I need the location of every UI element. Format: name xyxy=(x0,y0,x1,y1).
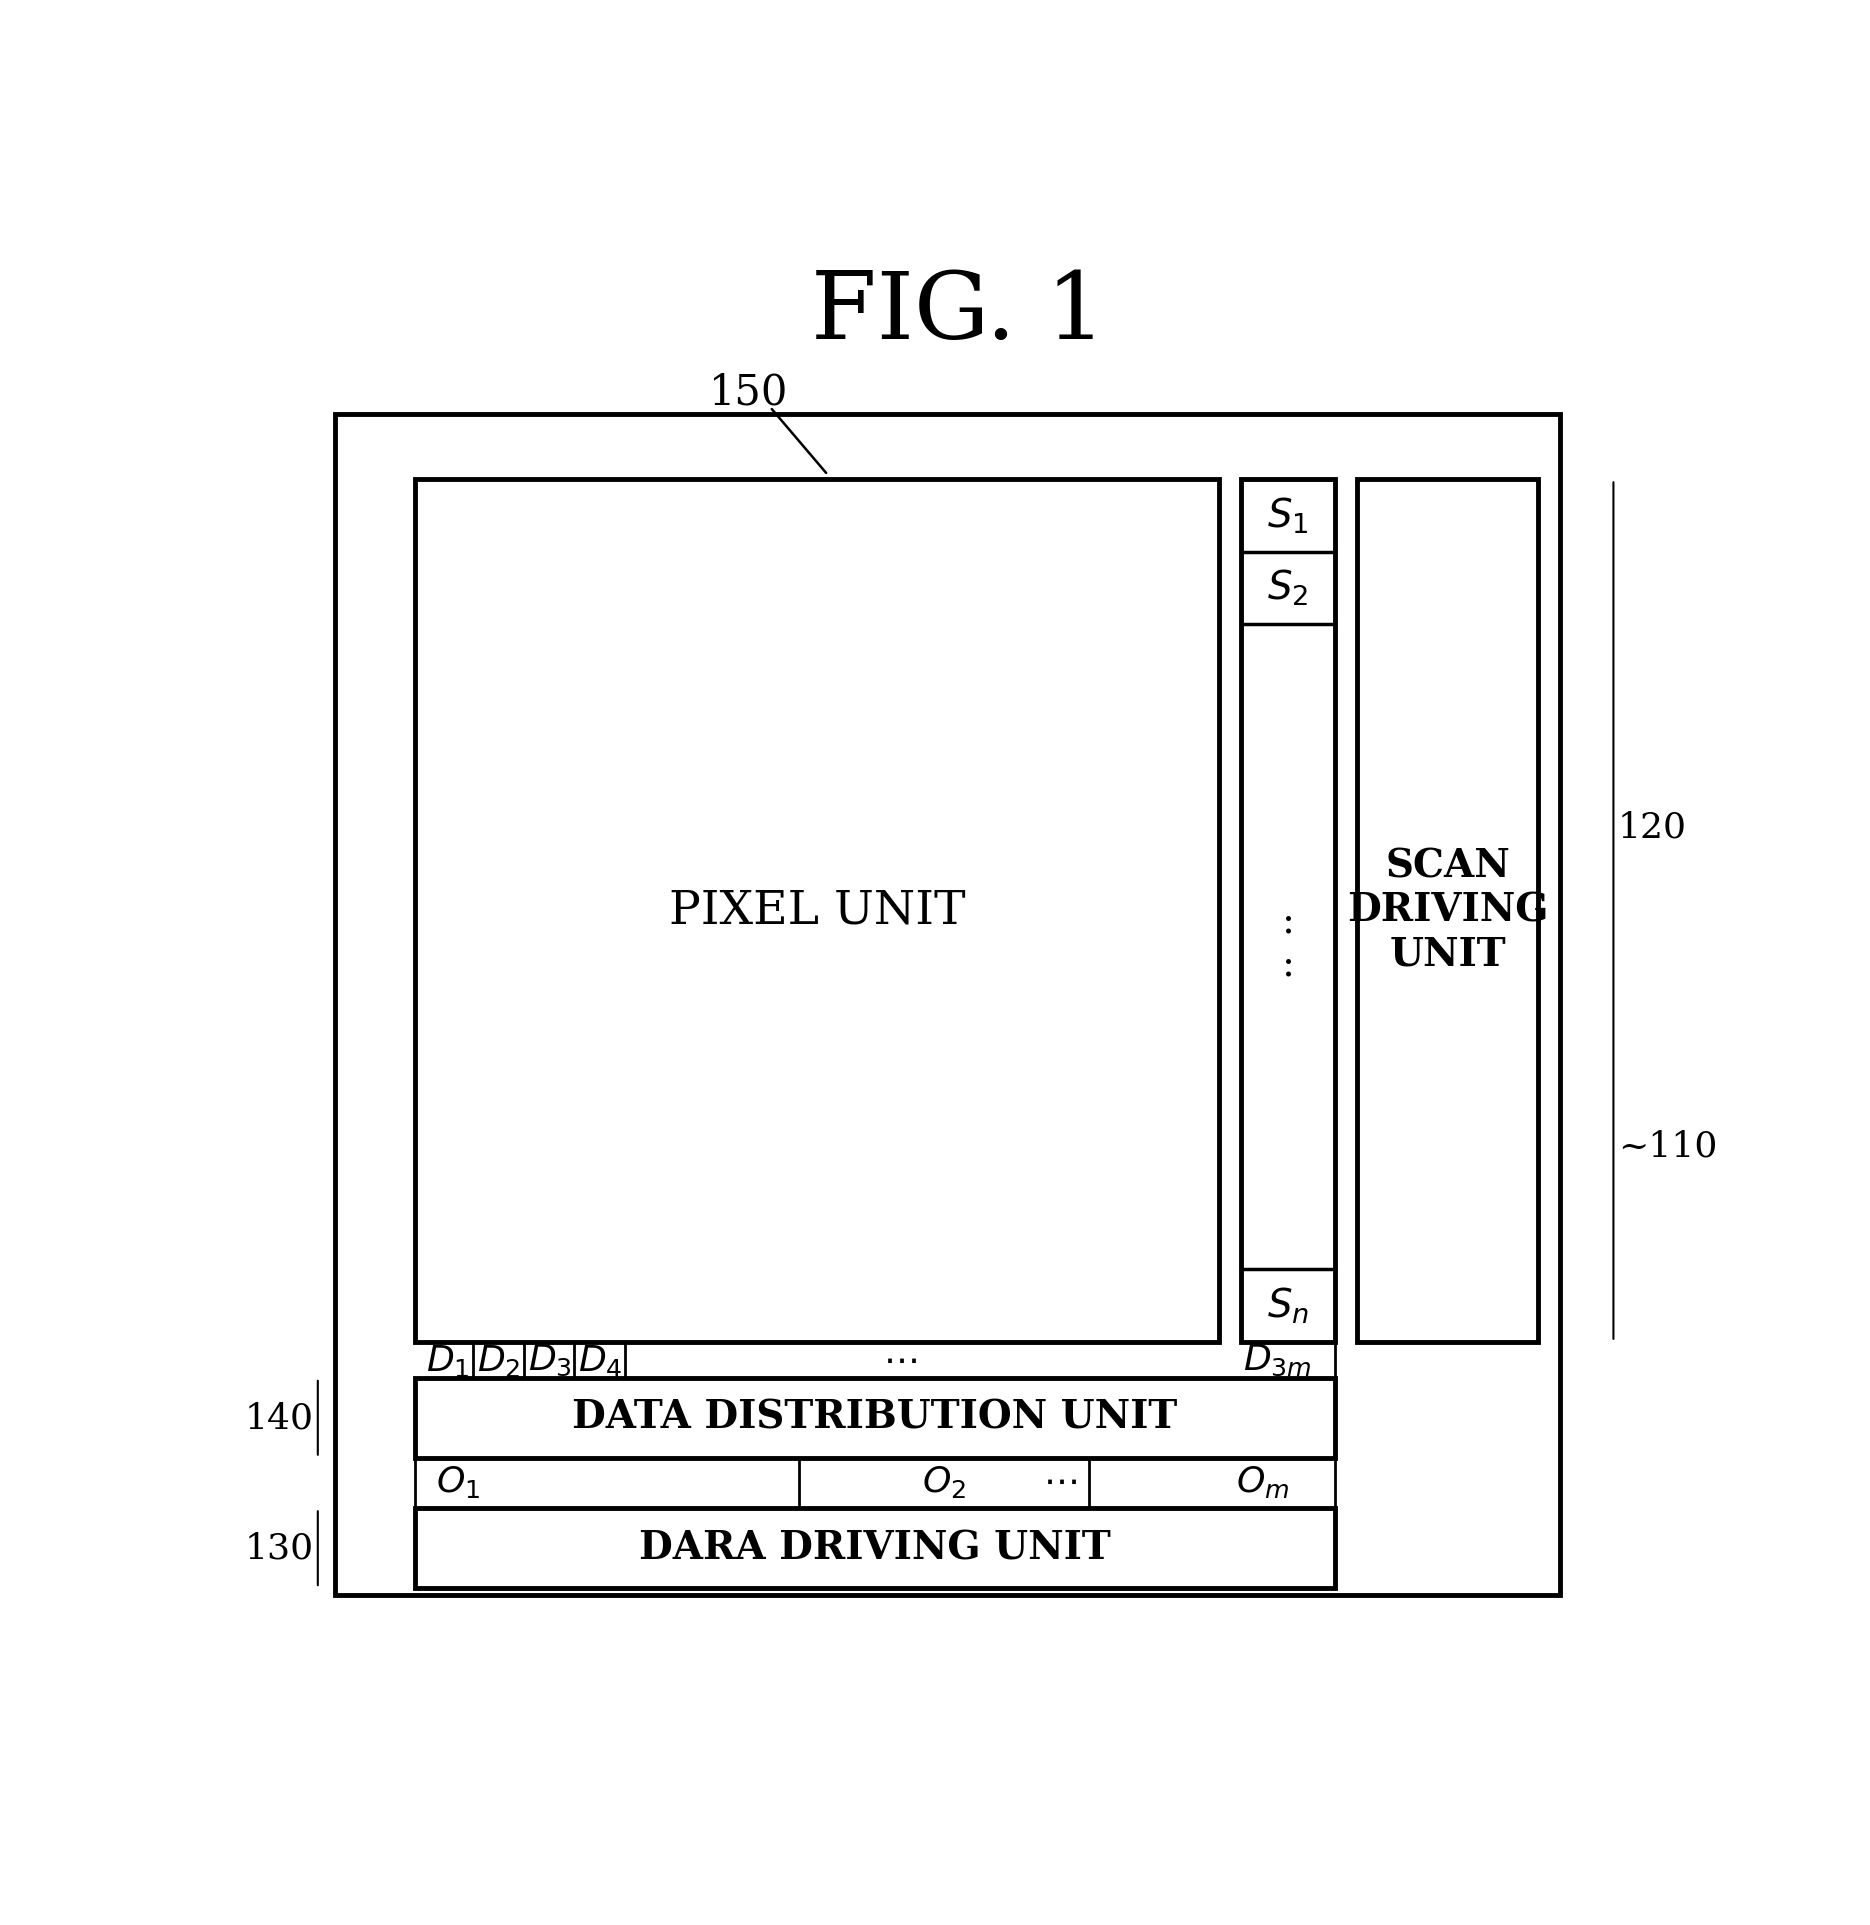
Text: $\cdots$: $\cdots$ xyxy=(1043,1465,1077,1500)
Text: 140: 140 xyxy=(245,1401,314,1436)
Text: FIG. 1: FIG. 1 xyxy=(812,268,1105,358)
Text: PIXEL UNIT: PIXEL UNIT xyxy=(669,887,965,934)
Text: $S_n$: $S_n$ xyxy=(1268,1286,1309,1326)
Bar xyxy=(415,1378,1335,1457)
Text: SCAN
DRIVING
UNIT: SCAN DRIVING UNIT xyxy=(1346,847,1548,974)
Text: $D_{3m}$: $D_{3m}$ xyxy=(1244,1344,1311,1378)
Text: 150: 150 xyxy=(709,372,787,414)
Text: $S_1$: $S_1$ xyxy=(1268,495,1309,535)
Text: DATA DISTRIBUTION UNIT: DATA DISTRIBUTION UNIT xyxy=(572,1399,1178,1436)
Bar xyxy=(335,414,1560,1596)
Text: 130: 130 xyxy=(245,1532,314,1565)
Text: $D_2$: $D_2$ xyxy=(477,1342,520,1378)
Text: $S_2$: $S_2$ xyxy=(1268,568,1309,608)
Text: DARA DRIVING UNIT: DARA DRIVING UNIT xyxy=(640,1528,1111,1567)
Text: $\cdots$: $\cdots$ xyxy=(883,1344,918,1378)
Text: $O_m$: $O_m$ xyxy=(1236,1465,1290,1500)
Text: $D_3$: $D_3$ xyxy=(527,1344,572,1378)
Text: $D_1$: $D_1$ xyxy=(426,1342,469,1378)
Bar xyxy=(1358,479,1537,1342)
Text: ~110: ~110 xyxy=(1618,1130,1717,1163)
Bar xyxy=(1242,479,1335,1342)
Text: $O_1$: $O_1$ xyxy=(436,1465,481,1500)
Text: $O_2$: $O_2$ xyxy=(922,1465,967,1500)
Bar xyxy=(415,479,1219,1342)
Bar xyxy=(415,1509,1335,1588)
Text: $D_4$: $D_4$ xyxy=(578,1342,623,1378)
Text: 120: 120 xyxy=(1618,810,1687,845)
Text: :
:: : : xyxy=(1281,903,1294,984)
